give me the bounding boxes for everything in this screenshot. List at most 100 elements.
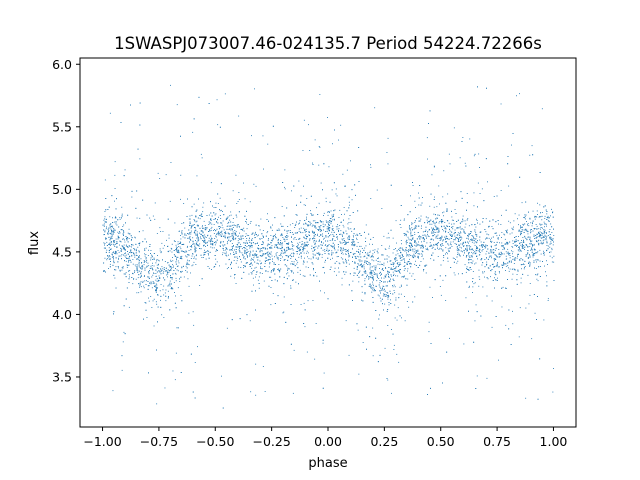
data-point xyxy=(216,221,218,223)
data-point xyxy=(457,254,458,255)
data-point xyxy=(486,237,488,239)
data-point xyxy=(266,245,268,247)
data-point xyxy=(229,215,231,217)
data-point xyxy=(171,278,173,280)
data-point xyxy=(129,233,131,235)
data-point xyxy=(386,152,388,153)
data-point xyxy=(174,272,176,274)
data-point xyxy=(219,209,220,210)
data-point xyxy=(105,238,107,240)
data-point xyxy=(406,254,408,256)
data-point xyxy=(414,296,416,298)
data-point xyxy=(290,254,292,256)
data-point xyxy=(331,228,333,230)
data-point xyxy=(240,243,241,245)
data-point xyxy=(535,259,537,261)
data-point xyxy=(123,248,124,250)
data-point xyxy=(524,236,526,238)
data-point xyxy=(488,237,490,239)
data-point xyxy=(170,267,172,269)
data-point xyxy=(253,255,255,257)
data-point xyxy=(121,213,123,215)
data-point xyxy=(261,268,263,270)
data-point xyxy=(413,255,415,256)
data-point xyxy=(154,202,156,204)
data-point xyxy=(227,222,229,224)
data-point xyxy=(250,262,252,264)
data-point xyxy=(137,277,139,279)
data-point xyxy=(304,245,305,247)
data-point xyxy=(412,273,414,275)
data-point xyxy=(235,233,236,235)
data-point xyxy=(109,232,111,234)
data-point xyxy=(547,298,549,300)
data-point xyxy=(462,241,464,243)
data-point xyxy=(314,249,316,250)
data-point xyxy=(333,231,335,233)
data-point xyxy=(202,225,203,227)
data-point xyxy=(144,275,145,277)
data-point xyxy=(153,265,155,267)
data-point xyxy=(139,102,141,104)
data-point xyxy=(245,236,246,237)
data-point xyxy=(347,238,349,240)
data-point xyxy=(310,258,312,260)
data-point xyxy=(150,265,152,267)
data-point xyxy=(305,234,306,236)
data-point xyxy=(250,243,252,245)
data-point xyxy=(149,267,151,269)
data-point xyxy=(456,227,458,228)
data-point xyxy=(319,230,321,232)
data-point xyxy=(196,224,198,226)
data-point xyxy=(446,225,448,227)
data-point xyxy=(383,270,384,271)
data-point xyxy=(415,265,417,266)
data-point xyxy=(280,235,282,237)
data-point xyxy=(332,228,334,230)
data-point xyxy=(116,246,118,248)
data-point xyxy=(249,222,251,224)
data-point xyxy=(323,238,324,240)
data-point xyxy=(474,244,476,246)
data-point xyxy=(371,289,373,291)
data-point xyxy=(400,227,402,228)
data-point xyxy=(260,255,262,257)
data-point xyxy=(478,269,480,271)
data-point xyxy=(175,244,177,246)
data-point xyxy=(490,241,491,242)
data-point xyxy=(202,228,204,229)
data-point xyxy=(193,324,195,326)
data-point xyxy=(227,232,229,234)
data-point xyxy=(277,295,279,297)
data-point xyxy=(132,283,134,285)
data-point xyxy=(458,249,460,251)
data-point xyxy=(300,246,302,248)
data-point xyxy=(152,255,153,257)
data-point xyxy=(170,266,172,268)
data-point xyxy=(496,235,498,237)
data-point xyxy=(157,294,159,296)
data-point xyxy=(468,233,470,234)
data-point xyxy=(459,232,461,234)
data-point xyxy=(353,275,355,276)
data-point xyxy=(470,231,472,233)
data-point xyxy=(529,243,531,245)
data-point xyxy=(235,252,237,254)
data-point xyxy=(441,219,442,220)
data-point xyxy=(524,267,525,268)
data-point xyxy=(454,274,456,276)
data-point xyxy=(307,244,309,245)
data-point xyxy=(151,276,153,278)
data-point xyxy=(267,231,269,232)
data-point xyxy=(310,213,312,214)
data-point xyxy=(275,235,276,237)
data-point xyxy=(502,245,504,247)
data-point xyxy=(222,241,224,243)
data-point xyxy=(549,255,551,257)
data-point xyxy=(204,251,206,253)
data-point xyxy=(156,403,158,405)
data-point xyxy=(320,244,322,246)
data-point xyxy=(501,242,503,244)
data-point xyxy=(143,285,145,287)
data-point xyxy=(251,233,253,235)
